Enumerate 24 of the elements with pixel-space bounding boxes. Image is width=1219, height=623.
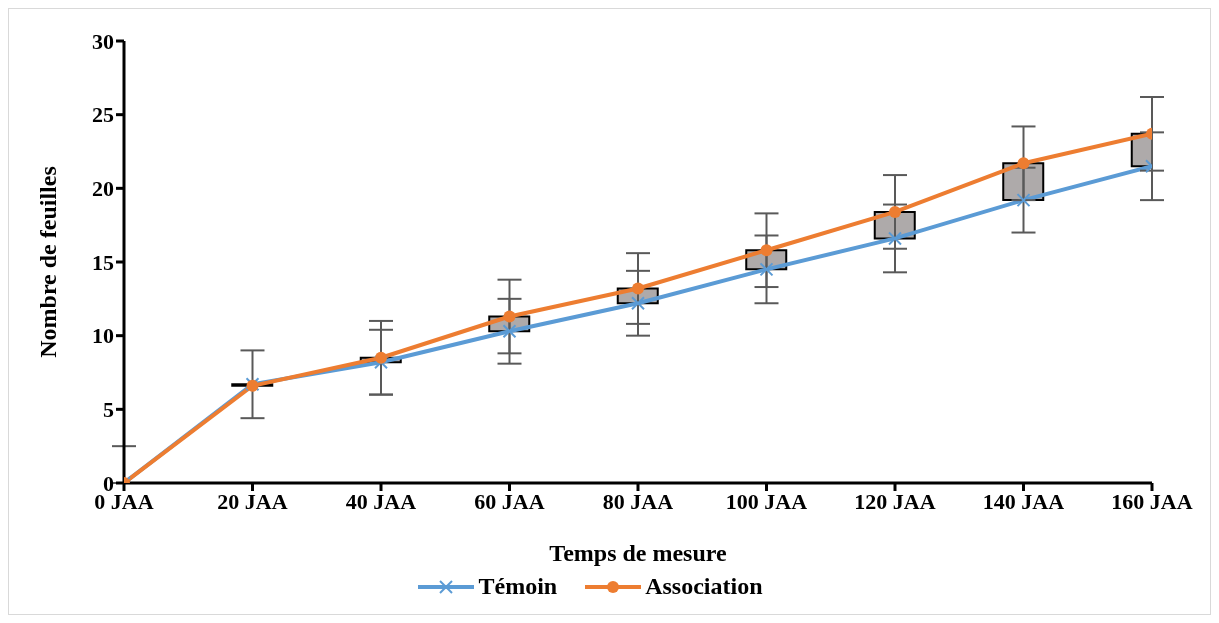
point bbox=[632, 282, 644, 295]
point bbox=[375, 351, 387, 364]
x-axis-title: Temps de mesure bbox=[549, 540, 728, 566]
legend-label: Témoin bbox=[478, 573, 558, 600]
legend-label: Association bbox=[645, 573, 763, 600]
y-tick-label: 30 bbox=[92, 28, 114, 54]
point bbox=[1017, 157, 1030, 170]
x-tick-label: 120 JAA bbox=[854, 488, 936, 514]
point bbox=[889, 205, 901, 218]
y-tick-label: 25 bbox=[92, 102, 114, 128]
y-axis-title: Nombre de feuilles bbox=[34, 166, 61, 358]
point bbox=[760, 244, 773, 257]
x-tick-label: 140 JAA bbox=[982, 488, 1065, 514]
x-tick-label: 20 JAA bbox=[217, 488, 288, 514]
x-tick-label: 160 JAA bbox=[1111, 488, 1193, 514]
y-tick-label: 20 bbox=[92, 176, 114, 202]
x-tick-label: 60 JAA bbox=[474, 488, 545, 514]
point bbox=[503, 310, 516, 323]
y-tick-label: 10 bbox=[92, 323, 114, 349]
x-tick-label: 100 JAA bbox=[725, 488, 808, 514]
y-tick-label: 15 bbox=[92, 249, 114, 275]
x-tick-label: 40 JAA bbox=[345, 488, 417, 514]
y-tick-label: 5 bbox=[103, 397, 114, 423]
x-tick-label: 80 JAA bbox=[602, 488, 674, 514]
